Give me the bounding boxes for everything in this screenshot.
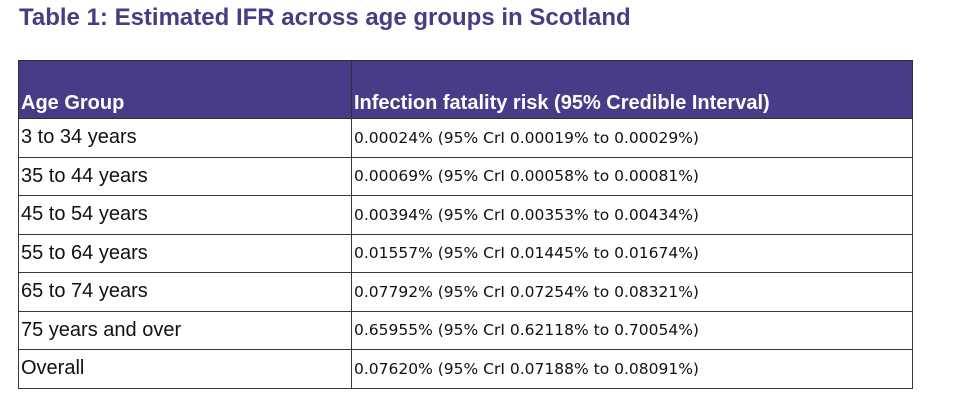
age-group-cell: 75 years and over	[18, 310, 352, 350]
ifr-cell: 0.00394% (95% CrI 0.00353% to 0.00434%)	[351, 195, 913, 235]
ifr-table: Age Group Infection fatality risk (95% C…	[18, 60, 913, 389]
age-group-cell: 35 to 44 years	[18, 156, 352, 196]
age-group-cell: 55 to 64 years	[18, 233, 352, 273]
ifr-cell: 0.00024% (95% CrI 0.00019% to 0.00029%)	[351, 118, 913, 158]
table-title: Table 1: Estimated IFR across age groups…	[19, 4, 631, 31]
age-group-cell: Overall	[18, 349, 352, 389]
age-group-cell: 3 to 34 years	[18, 118, 352, 158]
table-row: Overall 0.07620% (95% CrI 0.07188% to 0.…	[18, 349, 913, 389]
table-row: 35 to 44 years 0.00069% (95% CrI 0.00058…	[18, 156, 913, 196]
age-group-cell: 45 to 54 years	[18, 195, 352, 235]
table-row: 45 to 54 years 0.00394% (95% CrI 0.00353…	[18, 195, 913, 235]
table-row: 75 years and over 0.65955% (95% CrI 0.62…	[18, 310, 913, 350]
ifr-cell: 0.65955% (95% CrI 0.62118% to 0.70054%)	[351, 310, 913, 350]
table-row: 55 to 64 years 0.01557% (95% CrI 0.01445…	[18, 233, 913, 273]
age-group-cell: 65 to 74 years	[18, 272, 352, 312]
column-header-age-group: Age Group	[18, 60, 352, 119]
ifr-cell: 0.01557% (95% CrI 0.01445% to 0.01674%)	[351, 233, 913, 273]
ifr-cell: 0.07792% (95% CrI 0.07254% to 0.08321%)	[351, 272, 913, 312]
ifr-cell: 0.07620% (95% CrI 0.07188% to 0.08091%)	[351, 349, 913, 389]
column-header-ifr: Infection fatality risk (95% Credible In…	[351, 60, 913, 119]
table-row: 3 to 34 years 0.00024% (95% CrI 0.00019%…	[18, 118, 913, 158]
table-row: 65 to 74 years 0.07792% (95% CrI 0.07254…	[18, 272, 913, 312]
header-row: Age Group Infection fatality risk (95% C…	[18, 60, 913, 119]
ifr-cell: 0.00069% (95% CrI 0.00058% to 0.00081%)	[351, 156, 913, 196]
